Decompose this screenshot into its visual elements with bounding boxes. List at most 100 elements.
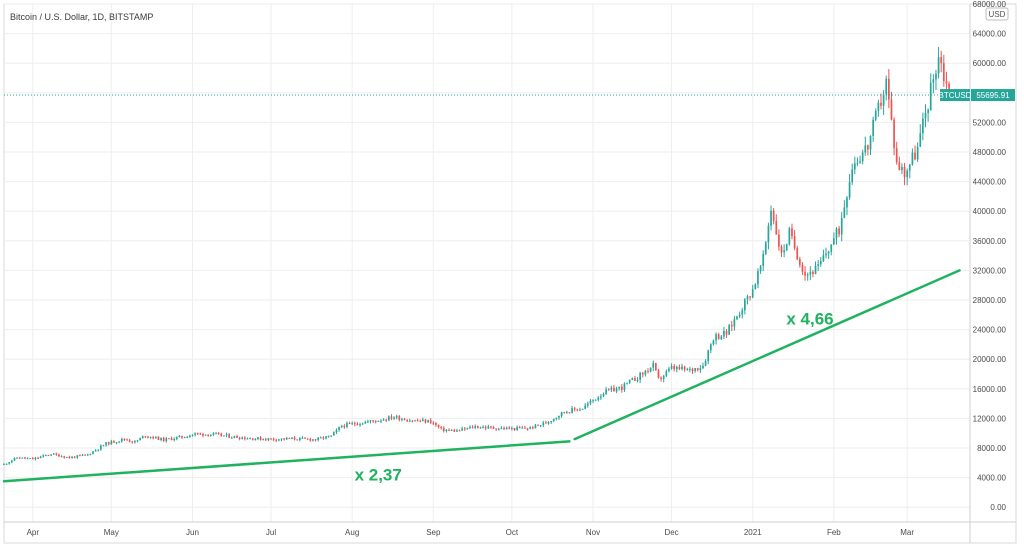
- candle: [24, 456, 26, 460]
- candle: [435, 422, 437, 427]
- candle-body: [419, 420, 422, 422]
- candle-body: [618, 386, 621, 389]
- candle-body: [170, 438, 173, 440]
- candle-body: [249, 438, 251, 440]
- x-tick-label: Aug: [345, 528, 359, 537]
- candle: [914, 145, 916, 161]
- candle: [207, 434, 210, 437]
- candle-body: [395, 416, 398, 418]
- candle-body: [607, 389, 610, 391]
- candle-body: [288, 437, 291, 439]
- candle-body: [665, 371, 668, 376]
- candle-body: [476, 426, 479, 429]
- candle-body: [518, 427, 521, 429]
- candle: [223, 435, 225, 437]
- candle-body: [387, 416, 390, 421]
- candle: [709, 343, 712, 354]
- candle-body: [466, 427, 469, 430]
- candle-body: [670, 366, 673, 369]
- candle-body: [191, 434, 194, 436]
- candle: [762, 250, 765, 272]
- candle: [686, 367, 689, 371]
- candle: [461, 426, 463, 431]
- candle: [178, 434, 181, 438]
- candle-body: [770, 210, 772, 226]
- chart-frame: [3, 3, 1017, 544]
- candle-body: [817, 264, 820, 266]
- candle: [730, 320, 733, 331]
- x-tick-label: Oct: [506, 528, 519, 537]
- candle-body: [18, 457, 21, 459]
- candle: [283, 437, 285, 441]
- candle-body: [613, 387, 615, 392]
- candle: [613, 385, 615, 392]
- candle-body: [880, 102, 882, 106]
- candle-body: [628, 379, 631, 383]
- candle-body: [660, 377, 662, 380]
- candle: [880, 93, 882, 110]
- candle: [322, 436, 325, 440]
- candle-body: [801, 264, 804, 272]
- candle: [916, 142, 919, 162]
- currency-button[interactable]: USD: [985, 7, 1009, 21]
- candle: [806, 272, 809, 281]
- candle: [615, 386, 618, 394]
- candle: [128, 438, 131, 443]
- candle-body: [505, 427, 508, 430]
- candle: [259, 435, 262, 441]
- candle-body: [673, 366, 676, 370]
- candle: [377, 420, 380, 422]
- candle: [526, 427, 529, 431]
- candle: [668, 366, 670, 373]
- candle: [809, 266, 812, 281]
- candle-body: [775, 220, 778, 235]
- candle: [170, 436, 173, 441]
- candle: [367, 419, 369, 423]
- candle: [717, 332, 720, 340]
- y-tick-label: 0.00: [990, 503, 1006, 512]
- y-tick-label: 32000.00: [973, 266, 1007, 275]
- y-tick-label: 52000.00: [973, 118, 1007, 127]
- x-tick-label: Dec: [664, 528, 678, 537]
- candle-body: [843, 207, 846, 219]
- candle-body: [361, 423, 364, 425]
- candle: [783, 244, 785, 258]
- candle: [678, 364, 681, 371]
- candle-body: [55, 453, 58, 455]
- candle-body: [772, 210, 775, 221]
- candle: [319, 436, 322, 439]
- candle: [903, 162, 906, 186]
- candle-body: [552, 418, 555, 422]
- time-axis[interactable]: Apr May Jun Jul Aug Sep Oct Nov Dec 2021 Feb Mar: [27, 528, 915, 537]
- candle-body: [147, 436, 149, 438]
- candle: [754, 283, 757, 290]
- candle: [550, 420, 552, 424]
- candle: [885, 75, 888, 101]
- candle: [257, 436, 259, 441]
- candle: [393, 416, 395, 421]
- candle-body: [796, 248, 799, 260]
- candle: [298, 437, 301, 442]
- candle: [649, 367, 652, 373]
- candle-body: [128, 440, 131, 442]
- candle: [524, 425, 526, 429]
- candle: [272, 437, 275, 442]
- candle: [482, 425, 484, 429]
- candle-body: [168, 438, 170, 440]
- candle-body: [3, 463, 5, 465]
- candle-body: [21, 457, 24, 459]
- candle-body: [251, 438, 254, 440]
- candle: [416, 418, 419, 422]
- candle-body: [793, 236, 796, 249]
- candle: [607, 388, 610, 391]
- candle: [144, 436, 147, 438]
- candle-body: [86, 454, 89, 456]
- candle: [458, 429, 461, 432]
- candle: [869, 135, 872, 156]
- candle-body: [458, 430, 461, 432]
- candle: [217, 431, 220, 435]
- candle-body: [717, 334, 720, 340]
- candle-body: [872, 119, 874, 136]
- candle: [833, 232, 835, 246]
